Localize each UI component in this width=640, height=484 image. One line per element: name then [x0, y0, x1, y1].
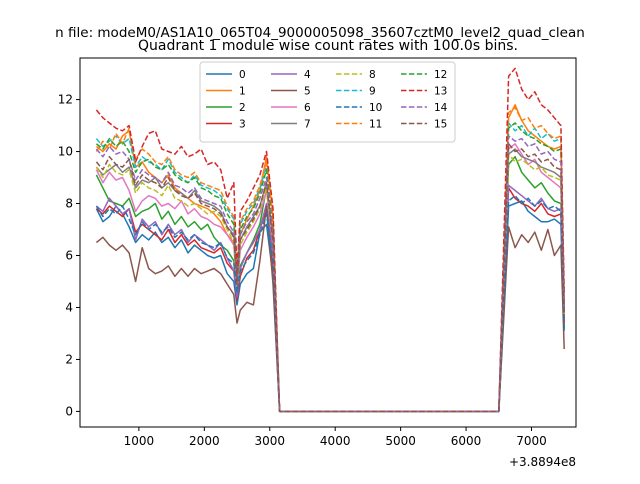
legend-label: 11	[369, 119, 382, 131]
y-tick-label: 10	[58, 145, 73, 159]
legend-label: 4	[304, 69, 311, 81]
legend-label: 7	[304, 119, 311, 131]
figure-suptitle: n file: modeM0/AS1A10_065T04_9000005098_…	[55, 25, 585, 41]
x-offset-label: +3.8894e8	[509, 455, 576, 469]
legend-label: 2	[239, 102, 246, 114]
legend-label: 3	[239, 119, 246, 131]
legend-label: 5	[304, 86, 311, 98]
x-tick-label: 2000	[189, 434, 220, 448]
x-tick-label: 6000	[451, 434, 482, 448]
plot-frame	[79, 57, 577, 428]
legend-label: 10	[369, 102, 382, 114]
series-line-15	[95, 143, 565, 413]
x-tick-label: 1000	[124, 434, 155, 448]
series-line-11	[95, 106, 565, 413]
x-tick-label: 5000	[385, 434, 416, 448]
series-line-10	[95, 194, 565, 413]
legend-label: 0	[239, 69, 246, 81]
legend-label: 8	[369, 69, 376, 81]
legend-frame	[199, 61, 456, 143]
y-tick-label: 6	[65, 248, 73, 262]
y-tick-label: 12	[58, 93, 73, 107]
y-tick-label: 4	[65, 300, 73, 314]
series-line-8	[95, 153, 565, 413]
x-tick-label: 3000	[254, 434, 285, 448]
series-line-3	[95, 187, 565, 413]
series-line-14	[95, 135, 565, 413]
legend-label: 1	[239, 86, 246, 98]
series-line-5	[95, 205, 565, 413]
series-line-4	[95, 184, 565, 413]
legend-label: 12	[434, 69, 447, 81]
legend-label: 9	[369, 86, 376, 98]
chart-title: Quadrant 1 module wise count rates with …	[138, 38, 518, 54]
series-line-7	[95, 148, 565, 413]
legend-label: 13	[434, 86, 447, 98]
x-tick-label: 7000	[516, 434, 547, 448]
y-tick-label: 8	[65, 197, 73, 211]
legend-label: 6	[304, 102, 311, 114]
series-line-12	[95, 122, 565, 413]
series-line-13	[95, 67, 565, 413]
series-layer	[95, 67, 565, 413]
y-tick-label: 2	[65, 352, 73, 366]
series-line-2	[95, 155, 565, 413]
axes-layer: 1000 2000 3000 4000 5000 6000 7000 0 2 4 6 8 10 12	[58, 93, 547, 448]
x-tick-label: 4000	[320, 434, 351, 448]
y-tick-label: 0	[65, 404, 73, 418]
series-line-6	[95, 143, 565, 413]
legend-label: 15	[434, 119, 447, 131]
legend-label: 14	[434, 102, 448, 114]
